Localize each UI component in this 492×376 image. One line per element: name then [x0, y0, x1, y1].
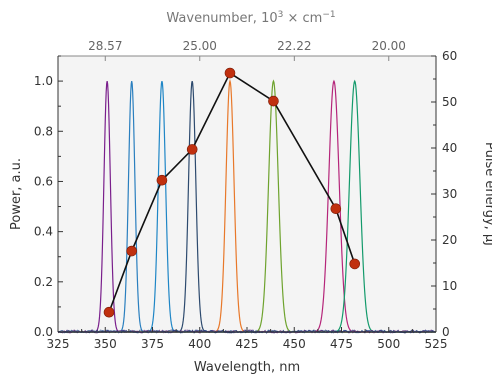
x-tick-label-400: 400 — [188, 337, 211, 351]
x-axis-title: Wavelength, nm — [194, 360, 300, 375]
y-tick-label-1.0: 1.0 — [34, 74, 53, 88]
y2-tick-label-60: 60 — [442, 49, 457, 63]
top-tick-label-25.00: 25.00 — [183, 39, 217, 53]
y2-tick-label-50: 50 — [442, 95, 457, 109]
plot-area — [58, 56, 436, 332]
top-tick-label-20.00: 20.00 — [372, 39, 406, 53]
y2-tick-label-30: 30 — [442, 187, 457, 201]
pulse-energy-point-380nm — [156, 174, 168, 186]
pulse-energy-point-352nm — [103, 306, 115, 318]
x-tick-label-475: 475 — [330, 337, 353, 351]
pulse-energy-point-482nm — [349, 258, 361, 270]
top-axis-title-units-exponent: −1 — [322, 10, 335, 20]
y2-tick-label-0: 0 — [442, 325, 450, 339]
y-axis-title: Power, a.u. — [9, 158, 24, 230]
top-axis-title: Wavenumber, 103 × cm−1 — [166, 10, 335, 26]
y-tick-label-0.0: 0.0 — [34, 325, 53, 339]
y2-tick-label-20: 20 — [442, 233, 457, 247]
x-tick-label-375: 375 — [141, 337, 164, 351]
x-tick-label-525: 525 — [425, 337, 448, 351]
pulse-energy-point-396nm — [186, 144, 198, 155]
x-tick-label-325: 325 — [47, 337, 70, 351]
pulse-energy-line — [108, 71, 356, 313]
pulse-energy-point-472nm — [330, 203, 342, 215]
y2-axis-title: Pulse energy, μJ — [482, 142, 492, 246]
x-tick-label-350: 350 — [94, 337, 117, 351]
top-axis-title-exponent: 3 — [278, 10, 284, 20]
y-tick-label-0.6: 0.6 — [34, 174, 53, 188]
top-tick-label-22.22: 22.22 — [277, 39, 311, 53]
top-axis-title-units: × cm — [283, 11, 322, 26]
y-tick-label-0.4: 0.4 — [34, 225, 53, 239]
y2-tick-label-10: 10 — [442, 279, 457, 293]
pulse-energy-point-364nm — [126, 245, 138, 257]
axes: 325 350 375 400 425 450 475 500 5250.00.20.40.60… — [34, 39, 457, 351]
y-tick-label-0.8: 0.8 — [34, 124, 53, 138]
y2-tick-label-40: 40 — [442, 141, 457, 155]
y-tick-label-0.2: 0.2 — [34, 275, 53, 289]
x-tick-label-500: 500 — [377, 337, 400, 351]
x-tick-label-450: 450 — [283, 337, 306, 351]
x-tick-label-425: 425 — [236, 337, 259, 351]
top-tick-label-28.57: 28.57 — [88, 39, 122, 53]
pulse-energy-point-416nm — [224, 67, 236, 79]
pulse-energy-point-439nm — [268, 95, 279, 107]
top-axis-title-prefix: Wavenumber, 10 — [166, 11, 277, 26]
pulse-energy-series — [103, 67, 361, 318]
